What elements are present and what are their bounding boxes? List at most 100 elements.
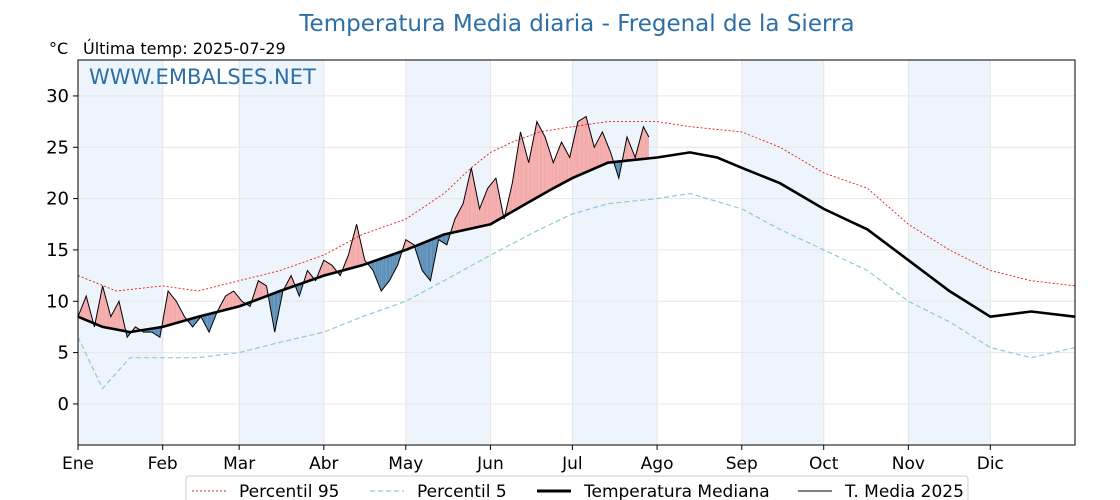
- above-median-fill: [601, 131, 603, 166]
- above-median-fill: [636, 147, 638, 160]
- above-median-fill: [319, 267, 322, 278]
- below-median-fill: [616, 161, 618, 174]
- x-tick-label: Nov: [892, 454, 925, 474]
- above-median-fill: [540, 129, 543, 196]
- series-line-p5: [77, 192, 1076, 390]
- x-axis: Ene Feb Mar Abr May Jun Jul Ago Sep Oct Nov Dic: [62, 445, 1004, 474]
- below-median-fill: [424, 241, 427, 276]
- above-median-fill: [407, 240, 409, 250]
- above-median-fill: [82, 302, 84, 319]
- above-median-fill: [624, 143, 626, 161]
- above-median-fill: [467, 179, 469, 230]
- x-tick-label: Abr: [309, 454, 338, 474]
- above-median-fill: [632, 150, 634, 161]
- above-median-fill: [491, 181, 494, 224]
- above-median-fill: [605, 138, 607, 164]
- above-median-fill: [118, 301, 121, 331]
- y-axis: 0 5 10 15 20 25 30: [46, 86, 78, 415]
- above-median-fill: [325, 261, 327, 276]
- above-median-fill: [174, 299, 177, 324]
- above-median-fill: [106, 301, 109, 328]
- above-median-fill: [586, 116, 588, 173]
- above-median-fill: [105, 296, 107, 328]
- above-median-fill: [460, 206, 462, 231]
- above-median-fill: [487, 186, 490, 225]
- y-tick-label: 20: [46, 189, 69, 210]
- above-median-fill: [459, 208, 461, 232]
- x-tick-label: Dic: [977, 454, 1004, 474]
- series-line-median: [77, 151, 1076, 334]
- below-median-fill: [213, 312, 215, 322]
- above-median-fill: [229, 292, 231, 309]
- above-median-fill: [547, 145, 550, 192]
- above-median-fill: [475, 188, 477, 228]
- above-median-fill: [457, 211, 460, 232]
- x-tick-label: Jul: [561, 454, 583, 474]
- y-tick-label: 30: [46, 86, 69, 107]
- above-median-fill: [583, 117, 585, 174]
- above-median-fill: [530, 148, 532, 202]
- above-median-fill: [356, 224, 358, 267]
- above-median-fill: [587, 121, 589, 172]
- above-median-fill: [112, 311, 114, 329]
- below-median-fill: [278, 291, 281, 312]
- above-median-fill: [405, 239, 408, 250]
- chart-title: Temperatura Media diaria - Fregenal de l…: [298, 11, 854, 37]
- above-median-fill: [581, 118, 584, 174]
- above-median-fill: [588, 126, 591, 171]
- above-median-fill: [461, 203, 464, 231]
- unit-label: °C: [49, 39, 68, 58]
- above-median-fill: [520, 131, 522, 207]
- above-median-fill: [534, 128, 536, 200]
- above-median-fill: [595, 142, 597, 168]
- below-median-fill: [191, 318, 193, 327]
- below-median-fill: [205, 314, 207, 327]
- x-tick-label: Feb: [148, 454, 178, 474]
- above-median-fill: [584, 116, 587, 173]
- above-median-fill: [606, 142, 608, 164]
- above-median-fill: [483, 195, 485, 226]
- below-median-fill: [428, 240, 431, 281]
- above-median-fill: [471, 167, 473, 229]
- above-median-fill: [258, 280, 260, 300]
- above-median-fill: [528, 155, 531, 203]
- above-median-fill: [113, 308, 115, 330]
- above-median-fill: [628, 140, 630, 161]
- above-median-fill: [640, 131, 643, 160]
- legend-label-p5: Percentil 5: [417, 482, 507, 500]
- below-median-fill: [442, 234, 445, 244]
- above-median-fill: [230, 291, 233, 309]
- above-median-fill: [598, 137, 600, 167]
- month-band: [239, 60, 324, 445]
- above-median-fill: [349, 244, 352, 269]
- above-median-fill: [576, 121, 578, 177]
- last-temp-label: Última temp: 2025-07-29: [83, 39, 286, 58]
- below-median-fill: [377, 259, 379, 285]
- above-median-fill: [572, 139, 574, 179]
- above-median-fill: [172, 296, 174, 325]
- above-median-fill: [646, 131, 648, 159]
- above-median-fill: [307, 270, 309, 282]
- above-median-fill: [359, 236, 361, 267]
- above-median-fill: [551, 158, 554, 190]
- above-median-fill: [575, 127, 577, 177]
- below-median-fill: [426, 241, 428, 278]
- above-median-fill: [170, 294, 173, 325]
- below-median-fill: [393, 253, 395, 274]
- above-median-fill: [330, 264, 333, 274]
- x-tick-label: Ago: [641, 454, 674, 474]
- above-median-fill: [259, 281, 262, 299]
- below-median-fill: [154, 328, 156, 335]
- below-median-fill: [396, 252, 398, 268]
- above-median-fill: [486, 188, 488, 226]
- month-band: [78, 60, 163, 445]
- above-median-fill: [569, 151, 572, 180]
- above-median-fill: [607, 145, 610, 163]
- above-median-fill: [525, 152, 528, 204]
- above-median-fill: [562, 144, 565, 184]
- above-median-fill: [463, 197, 465, 231]
- above-median-fill: [535, 121, 537, 199]
- below-median-fill: [420, 243, 423, 271]
- above-median-fill: [103, 291, 106, 328]
- above-median-fill: [523, 142, 525, 206]
